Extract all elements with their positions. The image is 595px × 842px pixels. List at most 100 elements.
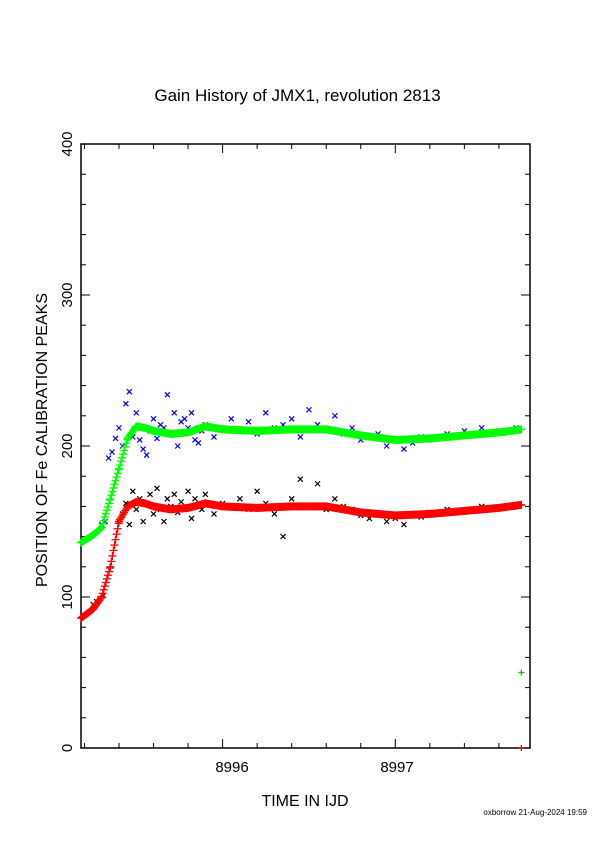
trend-point [108, 551, 117, 560]
trend-point [102, 506, 111, 515]
scatter-point [195, 440, 202, 446]
scatter-point [154, 485, 160, 492]
scatter-point [109, 449, 116, 455]
scatter-point [211, 511, 217, 517]
scatter-point [143, 452, 150, 458]
trend-point [111, 535, 120, 544]
trend-point [96, 524, 105, 533]
scatter-point [140, 446, 147, 452]
scatter-point [188, 515, 195, 522]
trend-point [99, 516, 108, 525]
trend-point [116, 461, 125, 470]
trend-point [121, 442, 130, 451]
scatter-point [171, 409, 178, 416]
trend-point [114, 464, 123, 473]
trend-point [107, 557, 116, 566]
scatter-point [288, 415, 295, 422]
trend-point [517, 500, 526, 509]
y-tick-label: 400 [59, 131, 76, 156]
trend-point [100, 582, 109, 591]
scatter-point [185, 488, 191, 495]
x-axis-label: TIME IN IJD [261, 793, 348, 810]
scatter-point [349, 424, 356, 431]
trend-point [97, 593, 106, 601]
y-tick-label: 300 [59, 282, 76, 307]
scatter-point [331, 495, 338, 502]
outlier-point [518, 669, 525, 676]
trend-point [106, 562, 115, 571]
scatter-point [478, 424, 485, 431]
trend-point [117, 457, 126, 466]
scatter-point [297, 476, 304, 483]
scatter-point [140, 518, 147, 525]
trend-point [108, 487, 117, 496]
axis-ticks [81, 143, 530, 749]
scatter-point [331, 412, 338, 419]
scatter-point [150, 511, 157, 517]
x-tick-label: 8996 [215, 759, 248, 776]
trend-point [103, 502, 112, 511]
scatter-point [288, 495, 295, 502]
trend-point [113, 469, 122, 478]
trend-point [112, 530, 121, 539]
trend-point [97, 523, 106, 532]
plot-frame [80, 143, 531, 749]
scatter-point [271, 511, 278, 517]
scatter-point [112, 435, 119, 442]
trend-point [101, 509, 110, 518]
scatter-point [383, 518, 390, 525]
outlier-point [518, 745, 525, 751]
scatter-point [150, 415, 157, 422]
chart-title: Gain History of JMX1, revolution 2813 [154, 86, 441, 105]
scatter-point [188, 409, 195, 416]
scatter-point [160, 518, 167, 525]
trend-point [100, 513, 109, 522]
scatter-point [262, 409, 269, 416]
scatter-point [129, 488, 136, 495]
trend-point [112, 473, 121, 482]
scatter-point [105, 455, 112, 462]
scatter-point [116, 424, 122, 431]
trend-point [104, 567, 113, 576]
scatter-point [202, 491, 209, 498]
scatter-point [297, 434, 304, 440]
scatter-point [228, 415, 235, 422]
trend-point [120, 446, 129, 455]
scatter-point [245, 418, 252, 425]
scatter-point [122, 400, 129, 407]
scatter-point [181, 415, 188, 422]
scatter-point [174, 443, 181, 449]
trend-point [102, 574, 111, 583]
trend-point [119, 450, 128, 459]
trend-point [118, 453, 127, 462]
scatter-point [314, 480, 321, 487]
trend-point [104, 499, 113, 508]
scatter-point [211, 434, 217, 440]
trend-point [98, 520, 107, 529]
trend-point [111, 476, 120, 485]
scatter-point [126, 388, 133, 395]
trend-point [106, 494, 115, 503]
scatter-point [133, 409, 140, 416]
scatter-point [126, 521, 133, 528]
scatter-point [171, 491, 178, 498]
scatter-point [306, 406, 312, 413]
trend-point [107, 491, 116, 500]
scatter-point [236, 495, 243, 502]
scatter-point [401, 521, 407, 528]
scatter-point [280, 533, 286, 540]
scatter-point [401, 446, 407, 452]
y-tick-label: 200 [59, 433, 76, 458]
scatter-point [254, 488, 261, 495]
trend-point [517, 425, 526, 434]
trend-point [99, 585, 108, 594]
trend-point [122, 439, 131, 448]
y-tick-label: 0 [59, 744, 76, 752]
scatter-point [178, 498, 185, 505]
trend-point [110, 480, 119, 489]
footer-credit: oxborrow 21-Aug-2024 19:59 [483, 808, 587, 817]
scatter-point [192, 495, 198, 502]
trend-point [109, 546, 118, 555]
y-axis-label: POSITION OF Fe CALIBRATION PEAKS [34, 293, 51, 587]
